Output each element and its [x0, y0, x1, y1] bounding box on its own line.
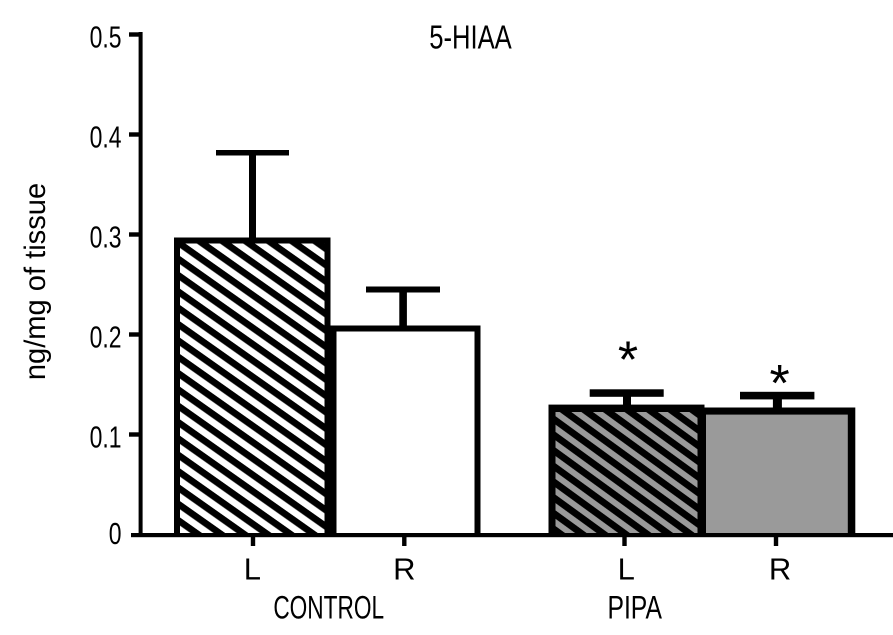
- svg-text:0.4: 0.4: [90, 119, 122, 154]
- svg-text:*: *: [618, 332, 638, 390]
- svg-text:0: 0: [109, 516, 122, 551]
- svg-text:5-HIAA: 5-HIAA: [429, 19, 512, 56]
- svg-text:0.1: 0.1: [90, 419, 122, 454]
- svg-text:ng/mg of tissue: ng/mg of tissue: [19, 183, 52, 380]
- svg-text:PIPA: PIPA: [607, 591, 661, 627]
- svg-text:R: R: [769, 552, 791, 587]
- svg-text:0.3: 0.3: [90, 219, 122, 254]
- svg-text:R: R: [393, 552, 415, 587]
- svg-text:0.2: 0.2: [90, 319, 122, 354]
- svg-text:L: L: [244, 552, 261, 587]
- svg-text:0.5: 0.5: [90, 19, 122, 54]
- svg-text:*: *: [769, 355, 789, 413]
- svg-text:CONTROL: CONTROL: [273, 590, 384, 626]
- svg-text:L: L: [618, 552, 635, 587]
